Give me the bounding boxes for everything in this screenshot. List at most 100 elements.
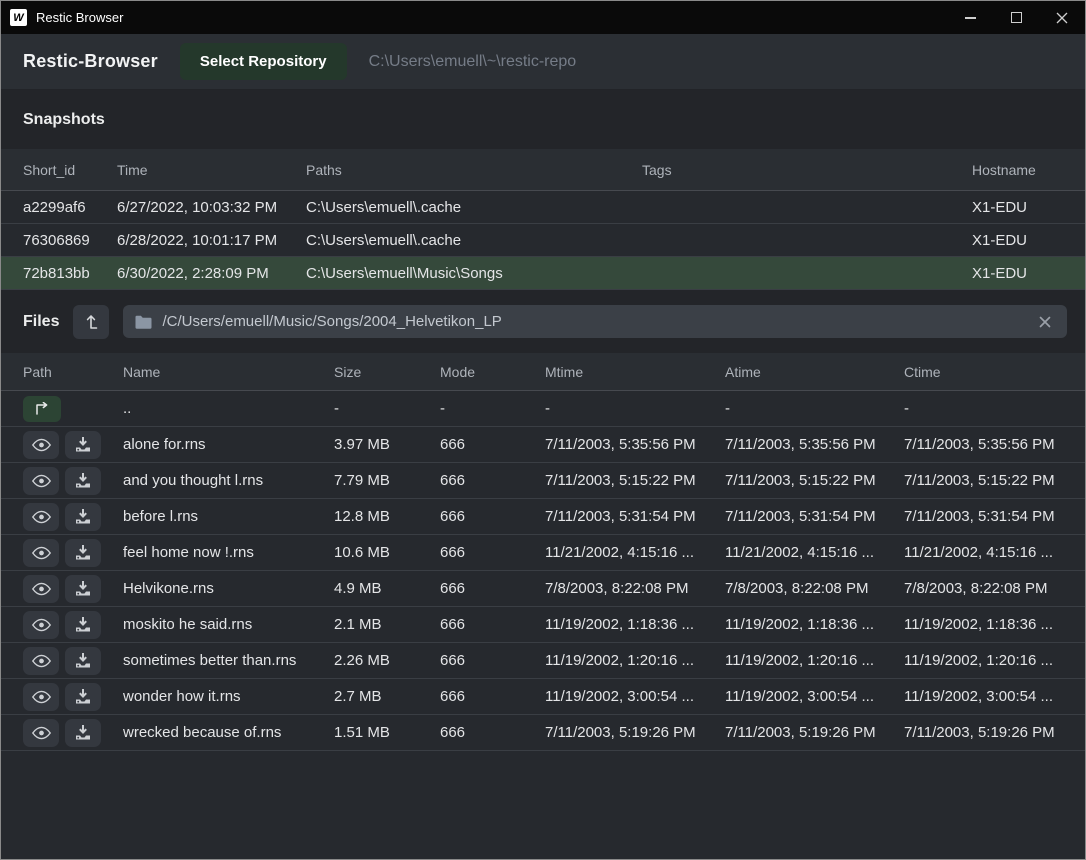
snapshot-row[interactable]: a2299af6 6/27/2022, 10:03:32 PM C:\Users… xyxy=(1,191,1085,224)
file-mtime: 7/11/2003, 5:31:54 PM xyxy=(545,508,696,525)
eye-icon xyxy=(31,438,51,451)
col-tags: Tags xyxy=(642,161,672,178)
download-file-button[interactable] xyxy=(65,718,101,747)
close-icon xyxy=(1056,12,1068,23)
snapshot-hostname: X1-EDU xyxy=(972,198,1028,216)
file-row: sometimes better than.rns 2.26 MB 666 11… xyxy=(1,643,1085,679)
file-size: - xyxy=(334,400,339,417)
file-mode: 666 xyxy=(440,472,466,489)
snapshot-row[interactable]: 76306869 6/28/2022, 10:01:17 PM C:\Users… xyxy=(1,224,1085,257)
download-file-button[interactable] xyxy=(65,538,101,567)
file-atime: 7/11/2003, 5:31:54 PM xyxy=(725,508,876,525)
file-size: 1.51 MB xyxy=(334,724,390,741)
titlebar-left: W Restic Browser xyxy=(1,9,123,26)
download-icon xyxy=(76,617,90,632)
col-path: Path xyxy=(23,363,52,380)
view-file-button[interactable] xyxy=(23,610,59,639)
snapshot-paths: C:\Users\emuell\.cache xyxy=(306,231,462,249)
minimize-button[interactable] xyxy=(947,1,993,34)
view-file-button[interactable] xyxy=(23,682,59,711)
file-mode: 666 xyxy=(440,724,466,741)
download-file-button[interactable] xyxy=(65,430,101,459)
file-row: moskito he said.rns 2.1 MB 666 11/19/200… xyxy=(1,607,1085,643)
file-ctime: 11/19/2002, 3:00:54 ... xyxy=(904,688,1054,705)
maximize-icon xyxy=(1010,12,1022,23)
titlebar: W Restic Browser xyxy=(1,1,1085,34)
file-atime: 7/11/2003, 5:15:22 PM xyxy=(725,472,876,489)
file-size: 2.7 MB xyxy=(334,688,382,705)
file-ctime: 11/19/2002, 1:18:36 ... xyxy=(904,616,1054,633)
file-atime: 11/19/2002, 1:20:16 ... xyxy=(725,652,875,669)
empty-area xyxy=(1,805,1085,859)
eye-icon xyxy=(31,726,51,739)
snapshots-table-header: Short_id Time Paths Tags Hostname xyxy=(1,149,1085,191)
window-controls xyxy=(947,1,1085,34)
snapshot-short-id: a2299af6 xyxy=(23,198,86,216)
app-logo-icon: W xyxy=(10,9,27,26)
file-atime: 7/8/2003, 8:22:08 PM xyxy=(725,580,869,597)
file-ctime: 7/11/2003, 5:19:26 PM xyxy=(904,724,1055,741)
file-row: wonder how it.rns 2.7 MB 666 11/19/2002,… xyxy=(1,679,1085,715)
file-atime: 11/19/2002, 1:18:36 ... xyxy=(725,616,875,633)
files-table-header: Path Name Size Mode Mtime Atime Ctime xyxy=(1,353,1085,391)
download-file-button[interactable] xyxy=(65,682,101,711)
view-file-button[interactable] xyxy=(23,466,59,495)
view-file-button[interactable] xyxy=(23,430,59,459)
file-mode: 666 xyxy=(440,436,466,453)
file-name: wonder how it.rns xyxy=(123,688,241,705)
eye-icon xyxy=(31,618,51,631)
download-file-button[interactable] xyxy=(65,646,101,675)
download-file-button[interactable] xyxy=(65,574,101,603)
snapshot-time: 6/30/2022, 2:28:09 PM xyxy=(117,264,269,282)
snapshot-time: 6/27/2022, 10:03:32 PM xyxy=(117,198,278,216)
snapshots-section-header: Snapshots xyxy=(1,90,1085,149)
up-directory-button[interactable] xyxy=(23,395,61,422)
file-size: 7.79 MB xyxy=(334,472,390,489)
eye-icon xyxy=(31,510,51,523)
file-ctime: 11/21/2002, 4:15:16 ... xyxy=(904,544,1054,561)
snapshot-time: 6/28/2022, 10:01:17 PM xyxy=(117,231,278,249)
file-mtime: 11/19/2002, 1:18:36 ... xyxy=(545,616,695,633)
up-right-arrow-icon xyxy=(36,402,48,415)
eye-icon xyxy=(31,582,51,595)
eye-icon xyxy=(31,654,51,667)
maximize-button[interactable] xyxy=(993,1,1039,34)
file-size: 2.1 MB xyxy=(334,616,382,633)
col-short-id: Short_id xyxy=(23,161,76,178)
file-mode: 666 xyxy=(440,688,466,705)
file-mtime: 11/21/2002, 4:15:16 ... xyxy=(545,544,695,561)
view-file-button[interactable] xyxy=(23,646,59,675)
file-size: 12.8 MB xyxy=(334,508,390,525)
download-file-button[interactable] xyxy=(65,610,101,639)
download-file-button[interactable] xyxy=(65,466,101,495)
current-directory-path: /C/Users/emuell/Music/Songs/2004_Helveti… xyxy=(162,313,502,330)
file-mode: 666 xyxy=(440,652,466,669)
file-name: sometimes better than.rns xyxy=(123,652,297,669)
file-size: 3.97 MB xyxy=(334,436,390,453)
select-repository-button[interactable]: Select Repository xyxy=(179,43,347,80)
view-file-button[interactable] xyxy=(23,538,59,567)
parent-directory-row[interactable]: .. - - - - - xyxy=(1,391,1085,427)
file-row: feel home now !.rns 10.6 MB 666 11/21/20… xyxy=(1,535,1085,571)
view-file-button[interactable] xyxy=(23,718,59,747)
clear-path-button[interactable] xyxy=(1035,312,1055,332)
window-title: Restic Browser xyxy=(36,10,124,25)
file-row: Helvikone.rns 4.9 MB 666 7/8/2003, 8:22:… xyxy=(1,571,1085,607)
view-file-button[interactable] xyxy=(23,574,59,603)
file-name: alone for.rns xyxy=(123,436,206,453)
view-file-button[interactable] xyxy=(23,502,59,531)
snapshot-row[interactable]: 72b813bb 6/30/2022, 2:28:09 PM C:\Users\… xyxy=(1,257,1085,290)
download-file-button[interactable] xyxy=(65,502,101,531)
file-row: alone for.rns 3.97 MB 666 7/11/2003, 5:3… xyxy=(1,427,1085,463)
file-size: 10.6 MB xyxy=(334,544,390,561)
close-button[interactable] xyxy=(1039,1,1085,34)
col-ctime: Ctime xyxy=(904,363,941,380)
download-icon xyxy=(76,725,90,740)
files-title: Files xyxy=(23,312,60,330)
file-mtime: 7/11/2003, 5:35:56 PM xyxy=(545,436,696,453)
file-ctime: 7/11/2003, 5:31:54 PM xyxy=(904,508,1055,525)
goto-root-button[interactable] xyxy=(73,304,110,339)
app-header: Restic-Browser Select Repository C:\User… xyxy=(1,34,1085,90)
page-title: Restic-Browser xyxy=(23,51,158,71)
file-size: 4.9 MB xyxy=(334,580,382,597)
